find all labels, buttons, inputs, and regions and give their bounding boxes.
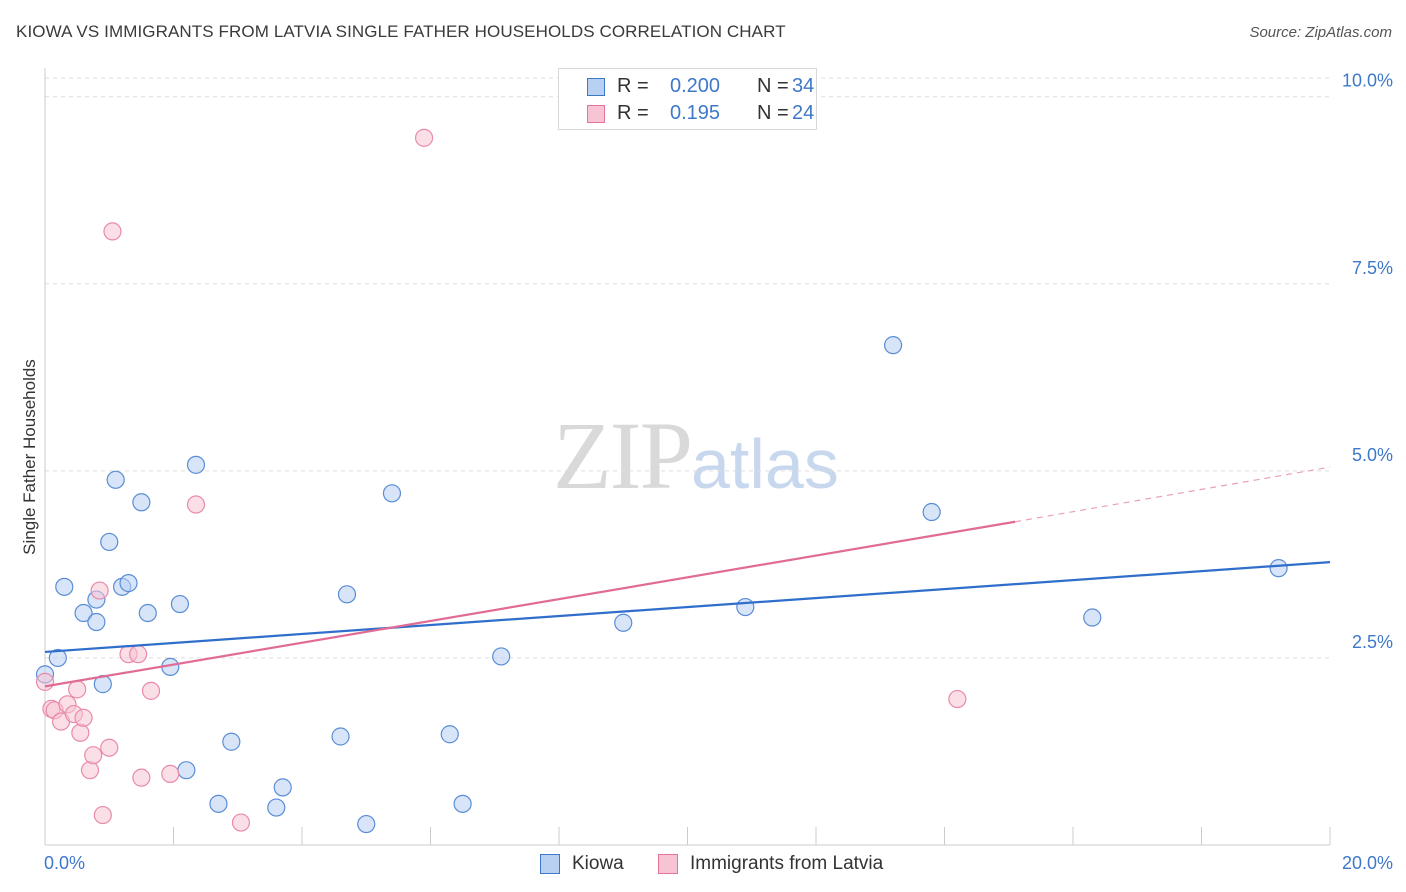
- legend-n-value: 24: [792, 102, 815, 124]
- watermark-zip: ZIP: [553, 402, 693, 509]
- legend-n-label: N =: [757, 75, 789, 97]
- legend-swatch-kiowa: [587, 78, 605, 96]
- latvia-point: [68, 680, 87, 699]
- latvia-point: [35, 672, 55, 691]
- kiowa-point: [177, 761, 196, 780]
- kiowa-point: [119, 573, 138, 593]
- kiowa-point: [331, 727, 350, 746]
- kiowa-point: [492, 647, 511, 666]
- legend-r-value: 0.200: [669, 75, 721, 97]
- kiowa-point: [357, 814, 376, 834]
- kiowa-point: [48, 648, 67, 668]
- kiowa-trendline: [44, 561, 1331, 654]
- latvia-point: [100, 738, 119, 757]
- kiowa-point: [100, 532, 119, 552]
- legend-r-label: R =: [617, 75, 649, 97]
- kiowa-point: [209, 794, 228, 813]
- kiowa-point: [273, 778, 292, 797]
- latvia-point: [141, 681, 161, 700]
- y-tick-label: 7.5%: [1352, 258, 1393, 278]
- kiowa-point: [87, 612, 106, 632]
- watermark-atlas: atlas: [691, 425, 839, 503]
- latvia-point: [93, 805, 112, 825]
- latvia-point: [74, 708, 93, 727]
- kiowa-point: [922, 502, 941, 522]
- kiowa-point: [736, 597, 755, 617]
- chart-title: KIOWA VS IMMIGRANTS FROM LATVIA SINGLE F…: [16, 22, 786, 41]
- legend-n-value: 34: [792, 75, 815, 97]
- kiowa-point: [1269, 559, 1288, 578]
- latvia-point: [948, 689, 967, 709]
- kiowa-point: [883, 336, 903, 355]
- y-tick-label: 2.5%: [1352, 632, 1393, 652]
- latvia-trendline: [44, 520, 1016, 688]
- kiowa-point: [132, 493, 151, 512]
- x-tick-label: 0.0%: [44, 853, 85, 873]
- kiowa-point: [222, 732, 241, 751]
- legend-label-latvia: Immigrants from Latvia: [690, 853, 884, 874]
- kiowa-point: [453, 794, 472, 813]
- kiowa-point: [614, 613, 633, 632]
- latvia-point: [231, 813, 251, 832]
- legend-swatch-kiowa: [540, 854, 560, 874]
- kiowa-point: [186, 455, 206, 474]
- latvia-point: [71, 723, 90, 742]
- latvia-point: [132, 768, 151, 787]
- kiowa-point: [1083, 608, 1102, 627]
- legend-r-value: 0.195: [669, 102, 721, 124]
- kiowa-point: [138, 603, 157, 623]
- kiowa-point: [55, 577, 74, 596]
- x-tick-label: 20.0%: [1342, 853, 1393, 873]
- y-tick-label: 10.0%: [1342, 71, 1393, 91]
- kiowa-point: [267, 798, 286, 817]
- latvia-point: [80, 761, 100, 780]
- kiowa-point: [74, 603, 93, 623]
- y-tick-label: 5.0%: [1352, 445, 1393, 465]
- kiowa-point: [170, 594, 190, 614]
- legend-n-label: N =: [757, 102, 789, 124]
- latvia-point: [161, 764, 180, 784]
- kiowa-point: [106, 470, 125, 489]
- kiowa-point: [440, 725, 459, 744]
- legend-label-kiowa: Kiowa: [572, 853, 624, 874]
- latvia-point: [414, 128, 434, 147]
- watermark: ZIPatlas: [553, 400, 839, 511]
- kiowa-point: [382, 484, 402, 503]
- latvia-point: [103, 222, 122, 241]
- latvia-point: [129, 645, 148, 664]
- latvia-trendline-extension: [1015, 466, 1331, 523]
- latvia-point: [90, 581, 109, 600]
- legend-swatch-latvia: [587, 105, 605, 123]
- latvia-point: [84, 746, 103, 765]
- legend-swatch-latvia: [658, 854, 678, 874]
- correlation-legend: R = 0.200 N = 34 R = 0.195 N = 24: [558, 68, 817, 130]
- source-label: Source: ZipAtlas.com: [1249, 24, 1392, 41]
- latvia-point: [186, 495, 206, 514]
- kiowa-point: [337, 585, 357, 604]
- legend-r-label: R =: [617, 102, 649, 124]
